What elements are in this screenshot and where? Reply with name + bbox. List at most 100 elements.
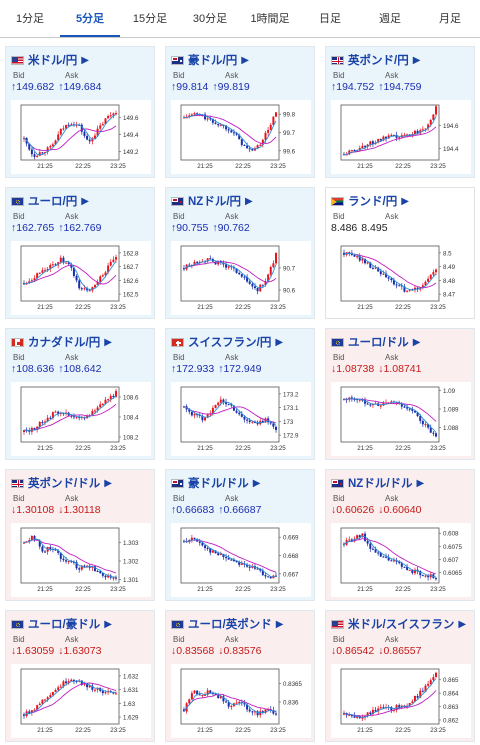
chevron-right-icon: ▶ (416, 477, 425, 489)
pair-name[interactable]: NZドル/円 (188, 196, 242, 208)
candle-body (193, 414, 196, 416)
price-chart[interactable]: 0.8365 0.836 21:25 22:25 23:25 (171, 664, 311, 738)
pair-name[interactable]: 米ドル/円 (28, 55, 78, 67)
card-header: スイスフラン/円 ▶ (171, 335, 283, 349)
tab-1[interactable]: 5分足 (60, 0, 120, 37)
candle-body (406, 566, 409, 571)
price-chart[interactable]: 0.865 0.864 0.863 0.862 21:25 22:25 23:25 (331, 664, 471, 738)
rate-card[interactable]: 英ポンド/円 ▶ Bid Ask ↑194.752 ↑194.759 194.6 194.4 2… (325, 46, 475, 178)
rate-card[interactable]: ユーロ/ドル ▶ Bid Ask ↓1.08738 ↓1.08741 1.09 1.089 1.… (325, 328, 475, 460)
price-chart[interactable]: 108.6 108.4 108.2 21:25 22:25 23:25 (11, 382, 151, 456)
price-chart[interactable]: 1.09 1.089 1.088 21:25 22:25 23:25 (331, 382, 471, 456)
x-tick-label: 23:25 (430, 163, 446, 170)
candle-body (44, 421, 47, 423)
tab-2[interactable]: 15分足 (132, 13, 168, 25)
x-tick-label: 22:25 (75, 727, 91, 734)
tab-7[interactable]: 月足 (439, 13, 461, 25)
tab-6[interactable]: 週足 (379, 13, 401, 25)
rate-card[interactable]: カナダドル/円 ▶ Bid Ask ↑108.636 ↑108.642 108.6 108.4… (5, 328, 155, 460)
pair-name[interactable]: ユーロ/豪ドル (28, 619, 101, 631)
price-chart[interactable]: 149.6 149.4 149.2 21:25 22:25 23:25 (11, 100, 151, 174)
pair-name[interactable]: ランド/円 (348, 196, 398, 208)
rate-card[interactable]: 米ドル/スイスフラン ▶ Bid Ask ↓0.86542 ↓0.86557 0.865 0.… (325, 610, 475, 742)
eu-flag-icon (11, 619, 24, 629)
candle-body (411, 569, 414, 574)
price-chart[interactable]: 1.303 1.302 1.301 21:25 22:25 23:25 (11, 523, 151, 597)
x-tick-label: 22:25 (75, 586, 91, 593)
ask-label: Ask (225, 353, 239, 362)
rate-card[interactable]: NZドル/ドル ▶ Bid Ask ↓0.60626 ↓0.60640 0.608 0.607… (325, 469, 475, 601)
pair-name[interactable]: ユーロ/円 (28, 196, 78, 208)
pair-name[interactable]: NZドル/ドル (348, 478, 413, 490)
rate-card[interactable]: NZドル/円 ▶ Bid Ask ↑90.755 ↑90.762 90.7 90.6 21:25… (165, 187, 315, 319)
pair-name[interactable]: 英ポンド/ドル (28, 478, 101, 490)
pair-name[interactable]: 米ドル/スイスフラン (348, 619, 455, 631)
candle-body (251, 283, 254, 287)
arrow-up-icon: ↑ (218, 363, 224, 375)
x-tick-label: 21:25 (37, 445, 53, 452)
candle-body (385, 136, 388, 139)
moving-average-line (183, 401, 277, 426)
card-header: 米ドル/スイスフラン ▶ (331, 617, 466, 631)
candle-body (83, 288, 86, 290)
moving-average-line (344, 126, 437, 155)
price-chart[interactable]: 99.8 99.7 99.6 21:25 22:25 23:25 (171, 100, 311, 174)
candle-body (54, 411, 57, 413)
bid-ask-labels: Bid Ask (333, 353, 437, 362)
candle-body (379, 271, 382, 275)
price-chart[interactable]: 0.669 0.668 0.667 21:25 22:25 23:25 (171, 523, 311, 597)
rate-card[interactable]: 豪ドル/ドル ▶ Bid Ask ↑0.66683 ↑0.66687 0.669 0.668 0… (165, 469, 315, 601)
price-chart[interactable]: 162.8 162.7 162.6 162.5 21:25 22:25 23:25 (11, 241, 151, 315)
price-chart[interactable]: 90.7 90.6 21:25 22:25 23:25 (171, 241, 311, 315)
pair-name[interactable]: 豪ドル/円 (188, 55, 238, 67)
pair-name[interactable]: ユーロ/ドル (348, 337, 409, 349)
tab-0[interactable]: 1分足 (15, 13, 45, 25)
candle-body (225, 264, 228, 268)
card-header: ランド/円 ▶ (331, 194, 409, 208)
rate-card[interactable]: ユーロ/豪ドル ▶ Bid Ask ↓1.63059 ↓1.63073 1.632 1.631… (5, 610, 155, 742)
price-chart[interactable]: 194.6 194.4 21:25 22:25 23:25 (331, 100, 471, 174)
price-chart[interactable]: 173.2 173.1 173 172.9 21:25 22:25 23:25 (171, 382, 311, 456)
candle-body (392, 280, 395, 285)
tab-3[interactable]: 30分足 (192, 13, 228, 25)
candle-body (41, 422, 44, 424)
candle-body (264, 132, 267, 140)
x-tick-label: 22:25 (395, 304, 411, 311)
candle-body (427, 424, 430, 428)
rate-card[interactable]: 豪ドル/円 ▶ Bid Ask ↑99.814 ↑99.819 99.8 99.7 99.6 21… (165, 46, 315, 178)
ask-value: 8.495 (361, 222, 388, 234)
pair-name[interactable]: 豪ドル/ドル (188, 478, 249, 490)
price-chart[interactable]: 1.632 1.631 1.63 1.629 21:25 22:25 23:25 (11, 664, 151, 738)
tab-4[interactable]: 1時間足 (250, 13, 290, 25)
rate-card[interactable]: 米ドル/円 ▶ Bid Ask ↑149.682 ↑149.684 149.6 149.4 14… (5, 46, 155, 178)
candle-body (49, 264, 52, 270)
rate-card[interactable]: ランド/円 ▶ Bid Ask 8.486 8.495 8.5 8.49 8.48 8.47 21:… (325, 187, 475, 319)
x-tick-label: 23:25 (430, 727, 446, 734)
candle-body (261, 711, 264, 713)
candle-body (366, 540, 369, 544)
x-tick-label: 23:25 (110, 586, 126, 593)
rate-card[interactable]: スイスフラン/円 ▶ Bid Ask ↑172.933 ↑172.949 173.2 173.… (165, 328, 315, 460)
pair-name[interactable]: カナダドル/円 (28, 337, 101, 349)
ask-value: 162.769 (63, 222, 102, 234)
price-chart[interactable]: 8.5 8.49 8.48 8.47 21:25 22:25 23:25 (331, 241, 471, 315)
candle-body (246, 276, 249, 282)
price-chart[interactable]: 0.608 0.6075 0.607 0.6065 21:25 22:25 23:25 (331, 523, 471, 597)
rate-card[interactable]: ユーロ/英ポンド ▶ Bid Ask ↓0.83568 ↓0.83576 0.8365 0.8… (165, 610, 315, 742)
candle-body (382, 273, 385, 275)
pair-name[interactable]: 英ポンド/円 (348, 55, 409, 67)
x-tick-label: 21:25 (357, 727, 373, 734)
candle-body (109, 261, 112, 266)
bid-label: Bid (13, 212, 25, 221)
rate-card[interactable]: 英ポンド/ドル ▶ Bid Ask ↓1.30108 ↓1.30118 1.303 1.302… (5, 469, 155, 601)
rate-card[interactable]: ユーロ/円 ▶ Bid Ask ↑162.765 ↑162.769 162.8 162.7 16… (5, 187, 155, 319)
pair-name[interactable]: スイスフラン/円 (188, 337, 272, 349)
candle-body (91, 566, 94, 568)
candle-body (188, 264, 191, 266)
bid-label: Bid (13, 635, 25, 644)
arrow-down-icon: ↓ (58, 645, 64, 657)
tab-5[interactable]: 日足 (319, 13, 341, 25)
candle-body (44, 270, 47, 272)
pair-name[interactable]: ユーロ/英ポンド (188, 619, 272, 631)
ask-value: 1.08741 (383, 363, 422, 375)
